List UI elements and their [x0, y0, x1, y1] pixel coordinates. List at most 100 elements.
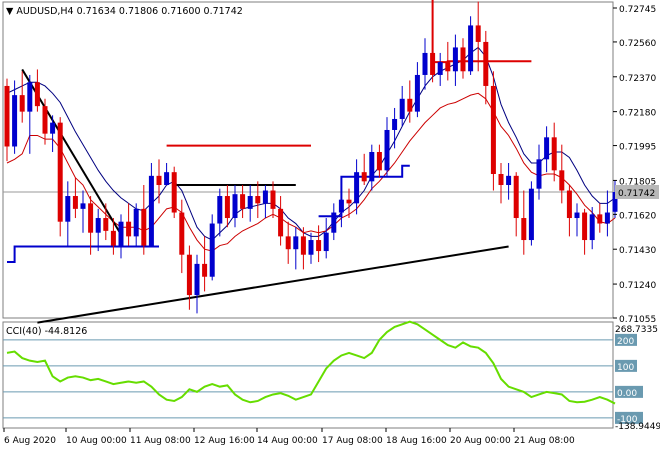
- candle: [42, 98, 48, 145]
- price-tick-label: 0.72560: [619, 39, 656, 49]
- candle-body: [110, 230, 116, 246]
- candle-body: [171, 172, 177, 213]
- candle: [582, 208, 588, 255]
- cci-level-badge: [615, 411, 643, 424]
- candle-body: [597, 214, 603, 224]
- candle-body: [278, 208, 284, 237]
- candle: [513, 172, 519, 237]
- candle: [80, 190, 86, 233]
- candle-body: [57, 122, 63, 222]
- candle: [498, 163, 504, 204]
- candle: [255, 181, 261, 219]
- candle: [414, 62, 420, 118]
- candle-body: [566, 190, 572, 219]
- candle: [323, 218, 329, 259]
- candle-body: [521, 218, 527, 241]
- candle: [232, 185, 238, 228]
- candle: [209, 214, 215, 281]
- candle-body: [361, 172, 367, 182]
- candle-body: [19, 95, 25, 112]
- candle: [338, 185, 344, 228]
- candle-body: [217, 196, 223, 224]
- candle: [27, 74, 33, 154]
- candle: [384, 117, 390, 176]
- candle: [141, 185, 147, 255]
- candle: [262, 185, 268, 219]
- candle: [285, 221, 291, 264]
- time-tick-label: 6 Aug 2020: [4, 436, 56, 446]
- cci-min-label: -138.9449: [615, 422, 660, 432]
- candle: [308, 232, 314, 264]
- candle-body: [4, 85, 10, 147]
- price-tick-label: 0.71620: [619, 211, 656, 221]
- candle-body: [399, 98, 405, 119]
- cci-max-label: 268.7335: [615, 325, 658, 335]
- cci-level-label: 100: [617, 363, 634, 373]
- candle: [392, 107, 398, 149]
- candle: [126, 203, 132, 246]
- candle: [559, 144, 565, 204]
- candle: [57, 117, 63, 237]
- candle: [224, 185, 230, 228]
- candle-body: [430, 52, 436, 75]
- candle: [597, 203, 603, 233]
- candle-body: [422, 52, 428, 75]
- price-tick-label: 0.71805: [619, 177, 656, 187]
- candle: [589, 207, 595, 250]
- candle-body: [50, 122, 56, 134]
- candle-body: [559, 170, 565, 191]
- candle: [544, 126, 550, 173]
- candle: [270, 181, 276, 219]
- cci-level-badge: [615, 359, 637, 372]
- candle-body: [582, 212, 588, 241]
- candle-body: [148, 175, 154, 246]
- cci-level-label: 0.00: [617, 389, 637, 399]
- candle-body: [255, 196, 261, 204]
- candle-body: [536, 159, 542, 189]
- candle: [528, 181, 534, 246]
- candle: [316, 225, 322, 263]
- candle: [422, 38, 428, 90]
- candle: [445, 41, 451, 81]
- candle-body: [285, 236, 291, 250]
- candle-body: [80, 203, 86, 209]
- candle: [202, 236, 208, 292]
- candle: [566, 185, 572, 237]
- candle-body: [141, 208, 147, 246]
- candle-body: [293, 236, 299, 250]
- candle: [148, 163, 154, 246]
- candle-body: [589, 214, 595, 241]
- price-tick-label: 0.71995: [619, 143, 656, 153]
- candle: [240, 185, 246, 219]
- candle-body: [270, 190, 276, 209]
- candle-body: [551, 137, 557, 171]
- candle: [217, 188, 223, 237]
- time-tick-label: 18 Aug 16:00: [386, 436, 447, 446]
- candle: [133, 203, 139, 246]
- candle: [490, 71, 496, 191]
- candle-body: [506, 175, 512, 186]
- price-tick-label: 0.71240: [619, 281, 656, 291]
- candle: [34, 69, 40, 112]
- candle-body: [72, 196, 78, 209]
- candle-body: [384, 129, 390, 171]
- candle: [452, 34, 458, 86]
- trendline[interactable]: [37, 245, 509, 324]
- candle-body: [65, 196, 71, 222]
- candle-body: [376, 151, 382, 171]
- cci-level-badge: [615, 385, 643, 398]
- candle: [72, 177, 78, 219]
- candle: [95, 208, 101, 252]
- time-tick-label: 21 Aug 08:00: [514, 436, 575, 446]
- candle-body: [164, 172, 170, 186]
- candle: [407, 80, 413, 123]
- price-tick-label: 0.71055: [619, 315, 656, 325]
- candle-body: [156, 175, 162, 186]
- candle: [346, 188, 352, 219]
- candle: [604, 190, 610, 237]
- candle-body: [354, 172, 360, 204]
- price-tick-label: 0.72180: [619, 109, 656, 119]
- candle-body: [42, 106, 48, 134]
